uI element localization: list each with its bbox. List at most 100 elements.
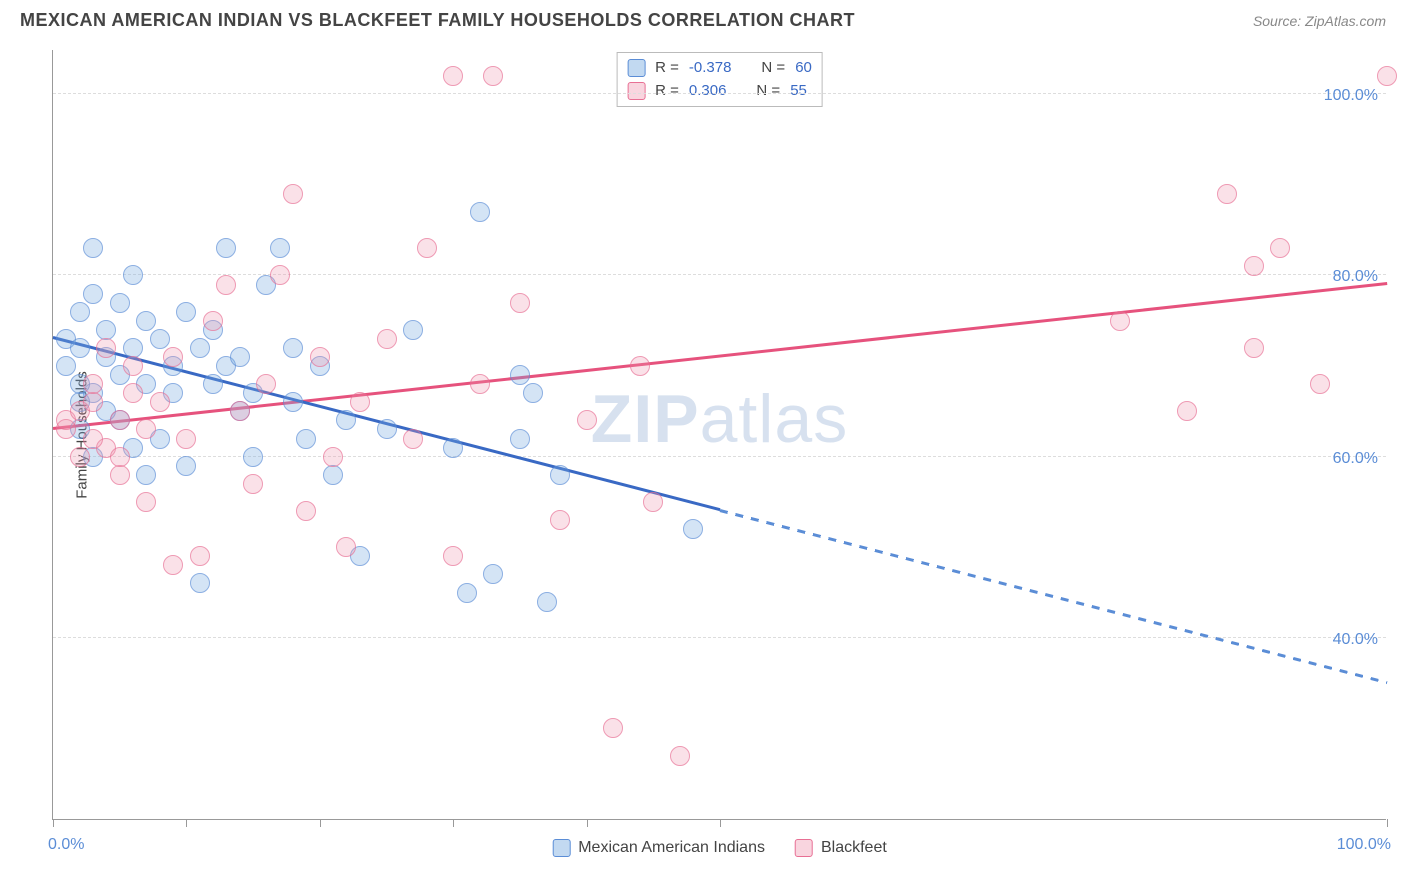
- data-point: [176, 429, 196, 449]
- data-point: [510, 365, 530, 385]
- data-point: [550, 465, 570, 485]
- data-point: [510, 293, 530, 313]
- y-tick-label: 40.0%: [1333, 631, 1378, 649]
- data-point: [123, 338, 143, 358]
- data-point: [136, 492, 156, 512]
- scatter-chart: Family Households ZIPatlas R = -0.378 N …: [52, 50, 1386, 820]
- data-point: [163, 555, 183, 575]
- swatch-icon: [627, 59, 645, 77]
- data-point: [56, 356, 76, 376]
- data-point: [1310, 374, 1330, 394]
- data-point: [70, 447, 90, 467]
- regression-line: [720, 509, 1388, 684]
- stats-row: R = -0.378 N = 60: [627, 57, 812, 80]
- data-point: [377, 329, 397, 349]
- data-point: [256, 374, 276, 394]
- data-point: [403, 320, 423, 340]
- stat-r-label: R =: [655, 80, 679, 103]
- chart-header: MEXICAN AMERICAN INDIAN VS BLACKFEET FAM…: [0, 0, 1406, 36]
- watermark-light: atlas: [700, 381, 849, 457]
- legend-label: Mexican American Indians: [578, 839, 765, 857]
- data-point: [70, 302, 90, 322]
- data-point: [83, 392, 103, 412]
- data-point: [483, 66, 503, 86]
- legend-item: Mexican American Indians: [552, 839, 765, 857]
- stat-n-value: 55: [790, 80, 807, 103]
- data-point: [70, 338, 90, 358]
- gridline: [53, 274, 1386, 275]
- data-point: [230, 401, 250, 421]
- data-point: [283, 338, 303, 358]
- data-point: [1377, 66, 1397, 86]
- data-point: [670, 746, 690, 766]
- x-tick: [186, 819, 187, 827]
- stats-box: R = -0.378 N = 60 R = 0.306 N = 55: [616, 52, 823, 107]
- data-point: [136, 311, 156, 331]
- x-tick: [453, 819, 454, 827]
- y-tick-label: 60.0%: [1333, 450, 1378, 468]
- stats-row: R = 0.306 N = 55: [627, 80, 812, 103]
- data-point: [176, 456, 196, 476]
- stat-r-label: R =: [655, 57, 679, 80]
- data-point: [136, 419, 156, 439]
- data-point: [150, 329, 170, 349]
- data-point: [310, 347, 330, 367]
- data-point: [216, 238, 236, 258]
- data-point: [1244, 338, 1264, 358]
- data-point: [510, 429, 530, 449]
- data-point: [243, 474, 263, 494]
- data-point: [350, 392, 370, 412]
- data-point: [470, 202, 490, 222]
- data-point: [283, 392, 303, 412]
- legend: Mexican American Indians Blackfeet: [552, 839, 887, 857]
- data-point: [243, 447, 263, 467]
- data-point: [190, 338, 210, 358]
- watermark-bold: ZIP: [591, 381, 700, 457]
- data-point: [83, 429, 103, 449]
- data-point: [123, 265, 143, 285]
- data-point: [190, 573, 210, 593]
- data-point: [417, 238, 437, 258]
- legend-item: Blackfeet: [795, 839, 887, 857]
- data-point: [403, 429, 423, 449]
- data-point: [537, 592, 557, 612]
- x-tick: [1387, 819, 1388, 827]
- swatch-icon: [552, 839, 570, 857]
- data-point: [283, 184, 303, 204]
- data-point: [110, 293, 130, 313]
- data-point: [1270, 238, 1290, 258]
- data-point: [96, 320, 116, 340]
- data-point: [1217, 184, 1237, 204]
- data-point: [443, 66, 463, 86]
- stat-n-label: N =: [761, 57, 785, 80]
- data-point: [1244, 256, 1264, 276]
- y-tick-label: 100.0%: [1324, 87, 1378, 105]
- chart-title: MEXICAN AMERICAN INDIAN VS BLACKFEET FAM…: [20, 10, 855, 31]
- data-point: [83, 284, 103, 304]
- stat-n-label: N =: [756, 80, 780, 103]
- data-point: [336, 410, 356, 430]
- x-tick: [587, 819, 588, 827]
- data-point: [150, 392, 170, 412]
- data-point: [643, 492, 663, 512]
- stat-n-value: 60: [795, 57, 812, 80]
- stat-r-value: -0.378: [689, 57, 732, 80]
- data-point: [1177, 401, 1197, 421]
- data-point: [110, 447, 130, 467]
- data-point: [163, 347, 183, 367]
- data-point: [336, 537, 356, 557]
- x-axis-max: 100.0%: [1337, 836, 1391, 854]
- data-point: [176, 302, 196, 322]
- x-tick: [53, 819, 54, 827]
- x-tick: [720, 819, 721, 827]
- data-point: [550, 510, 570, 530]
- swatch-icon: [627, 82, 645, 100]
- data-point: [270, 265, 290, 285]
- data-point: [190, 546, 210, 566]
- data-point: [216, 275, 236, 295]
- gridline: [53, 93, 1386, 94]
- data-point: [1110, 311, 1130, 331]
- swatch-icon: [795, 839, 813, 857]
- legend-label: Blackfeet: [821, 839, 887, 857]
- x-tick: [320, 819, 321, 827]
